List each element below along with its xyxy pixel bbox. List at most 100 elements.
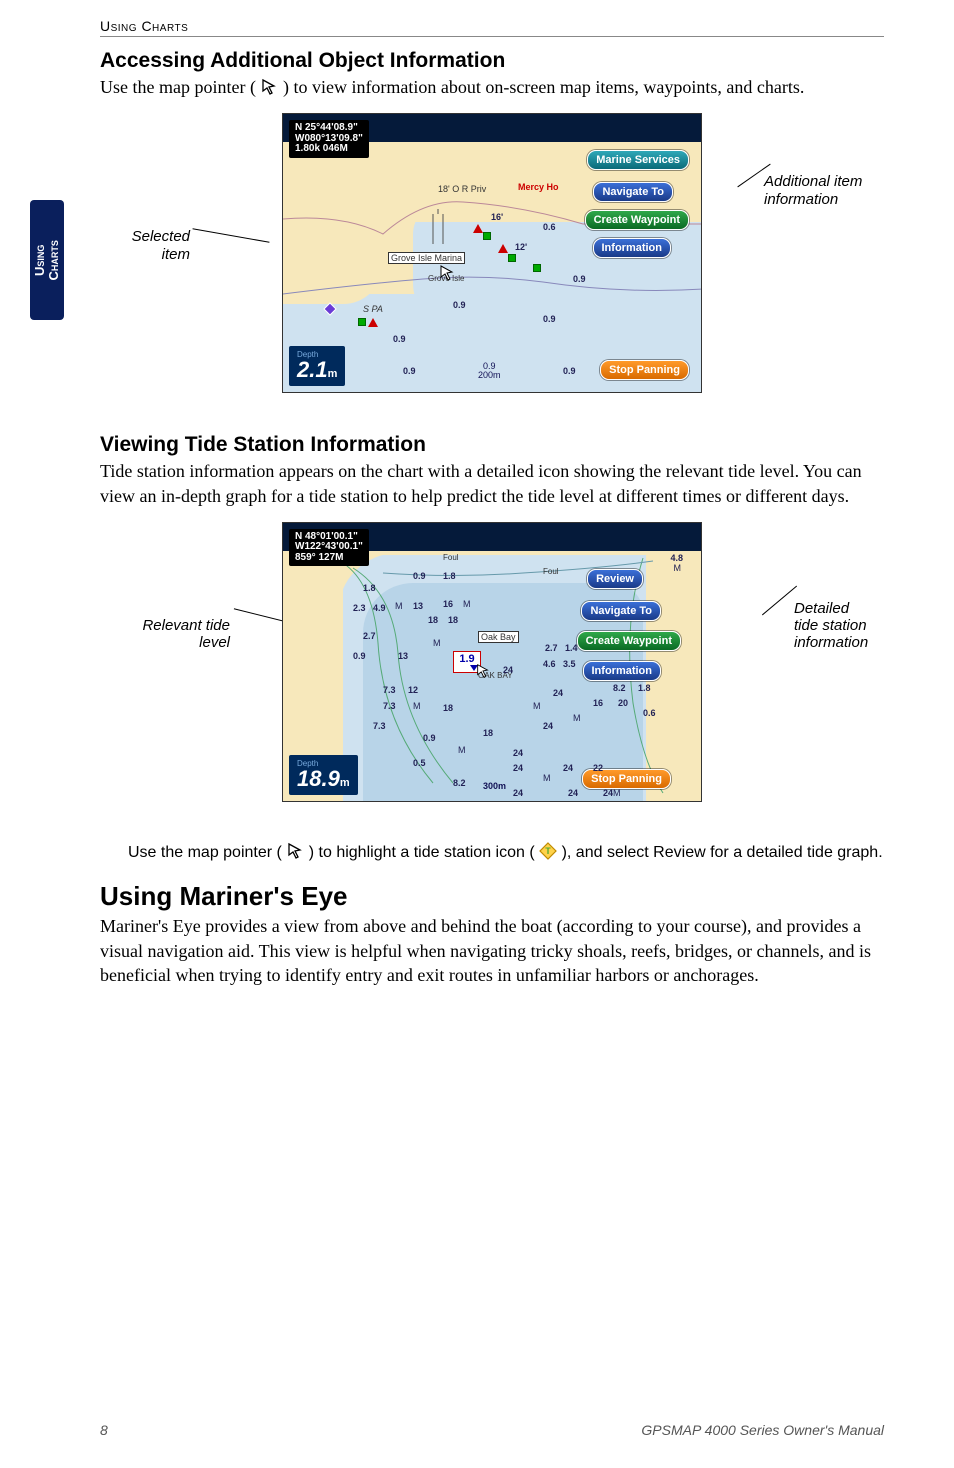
fig2-gps-box: N 48°01'00.1" W122°43'00.1" 859° 127M (289, 529, 369, 567)
fig2-m2: M (463, 599, 471, 609)
fig1-btn-navigate-to[interactable]: Navigate To (593, 182, 673, 202)
section1-body-post: ) to view information about on-screen ma… (283, 77, 804, 97)
fig1-red-marker-2 (498, 244, 508, 253)
fig2-s11: 0.9 (353, 651, 366, 661)
fig2-s32: 24 (513, 748, 523, 758)
fig2-depth-unit: m (340, 777, 350, 789)
fig1-callout-right-l1: Additional item (764, 173, 862, 190)
fig1-s5: 0.9 (543, 314, 556, 324)
section1-title: Accessing Additional Object Information (100, 49, 884, 73)
fig1-btn-marine-services[interactable]: Marine Services (587, 150, 689, 170)
fig1-s0: 16' (491, 212, 503, 222)
fig2-s39: 24 (568, 788, 578, 798)
fig2-m8: M (543, 773, 551, 783)
fig2-s25: 16 (593, 698, 603, 708)
fig2-s18: 8.2 (613, 683, 626, 693)
section3-body: Mariner's Eye provides a view from above… (100, 914, 884, 987)
fig2-callout-right-l3: information (794, 634, 868, 651)
svg-text:T: T (545, 846, 551, 856)
fig2-depth-val: 18.9 (297, 766, 340, 791)
fig1-chart: N 25°44'08.9" W080°13'09.8" 1.80k 046M M… (282, 113, 702, 393)
fig1-s2: 12' (515, 242, 527, 252)
fig2-s27: 0.6 (643, 708, 656, 718)
fig2-callout-right-line (762, 586, 797, 616)
section3-title: Using Mariner's Eye (100, 881, 884, 912)
running-head: Using Charts (100, 0, 884, 37)
fig2-s3: 1.8 (443, 571, 456, 581)
fig1-pointer-icon (438, 264, 456, 282)
fig2-s15: 3.5 (563, 659, 576, 669)
fig2-btn-information[interactable]: Information (583, 661, 662, 681)
fig1-label-grove: Grove Isle Marina (388, 252, 465, 264)
fig2-m1: M (395, 601, 403, 611)
fig2-s14: 4.6 (543, 659, 556, 669)
fig1-depth-box: Depth 2.1m (289, 346, 345, 386)
fig2-s10: 2.7 (363, 631, 376, 641)
fig2-m7: M (458, 745, 466, 755)
fig2-s20: 7.3 (383, 685, 396, 695)
fig2-s4: 2.3 (353, 603, 366, 613)
footer-page: 8 (100, 1422, 108, 1438)
fig1-callout-left-line (193, 229, 270, 244)
fig2-s7: 16 (443, 599, 453, 609)
fig1-depth-unit: m (328, 368, 338, 380)
fig2-s21: 7.3 (383, 701, 396, 711)
fig2-s29: 0.9 (423, 733, 436, 743)
fig2-pointer-icon (475, 663, 491, 679)
fig2-s1: 1.8 (363, 583, 376, 593)
fig2-btn-create-waypoint[interactable]: Create Waypoint (577, 631, 681, 651)
fig1-s1: 0.6 (543, 222, 556, 232)
fig1-red-marker-1 (473, 224, 483, 233)
fig2-s12: 13 (398, 651, 408, 661)
fig2-s40: 24 (603, 788, 613, 798)
fig2-s34: 24 (513, 763, 523, 773)
fig1-label-rpriv: 18' O R Priv (438, 184, 486, 194)
fig1-grn-marker-1 (483, 232, 491, 240)
fig1-s6: 0.9 (393, 334, 406, 344)
fig1-scale-center: 0.9 200m (478, 362, 501, 380)
fig2-s8: 18 (428, 615, 438, 625)
fig1-btn-information[interactable]: Information (593, 238, 672, 258)
fig2-m3: M (433, 638, 441, 648)
fig1-gps-box: N 25°44'08.9" W080°13'09.8" 1.80k 046M (289, 120, 369, 158)
fig2-s35: 24 (563, 763, 573, 773)
fig1-red-marker-3 (368, 318, 378, 327)
footer-owner: GPSMAP 4000 Series Owner's Manual (641, 1422, 884, 1438)
fig1-s3: 0.9 (573, 274, 586, 284)
fig1-label-mercy: Mercy Ho (518, 182, 559, 192)
fig1-btn-create-waypoint[interactable]: Create Waypoint (585, 210, 689, 230)
fig2-callout-left-l1: Relevant tide (142, 617, 230, 634)
fig2-s28: 7.3 (373, 721, 386, 731)
fig2-callout-right-l1: Detailed (794, 600, 849, 617)
fig2-s0: 4.8 (670, 553, 683, 563)
pointer-icon-2 (286, 842, 304, 860)
fig2-s31: 24 (543, 721, 553, 731)
fig2-scale-center: 300m (483, 781, 506, 791)
figure1: Selected item N 25°44'08.9" W080°13'09.8… (100, 113, 884, 413)
fig2-callout-left: Relevant tide level (120, 617, 230, 652)
fig2-s13: 24 (503, 665, 513, 675)
fig2-s22: 12 (408, 685, 418, 695)
step1-mid: ) to highlight a tide station icon ( (309, 844, 535, 861)
fig2-label-oakbay: Oak Bay (478, 631, 519, 643)
fig2-s38: 24 (513, 788, 523, 798)
fig2-s9: 18 (448, 615, 458, 625)
step1-pre: Use the map pointer ( (128, 844, 282, 861)
fig1-callout-right-l2: information (764, 191, 838, 208)
fig2-s26: 20 (618, 698, 628, 708)
step1-post: ), and select Review for a detailed tide… (562, 844, 883, 861)
fig2-m4: M (413, 701, 421, 711)
section1-body: Use the map pointer ( ) to view informat… (100, 75, 884, 99)
fig2-s17: 1.4 (565, 643, 578, 653)
fig2-chart: N 48°01'00.1" W122°43'00.1" 859° 127M Re… (282, 522, 702, 802)
fig2-btn-navigate-to[interactable]: Navigate To (581, 601, 661, 621)
fig2-s6: 13 (413, 601, 423, 611)
fig1-btn-stop-panning[interactable]: Stop Panning (600, 360, 689, 380)
fig1-callout-left-l2: item (162, 246, 190, 263)
fig2-s30: 18 (483, 728, 493, 738)
fig1-label-spa: S PA (363, 304, 383, 314)
tide-diamond-icon: T (539, 842, 557, 860)
fig2-m9: M (613, 788, 621, 798)
step1: Use the map pointer ( ) to highlight a t… (128, 842, 884, 864)
fig2-btn-review[interactable]: Review (587, 569, 643, 589)
